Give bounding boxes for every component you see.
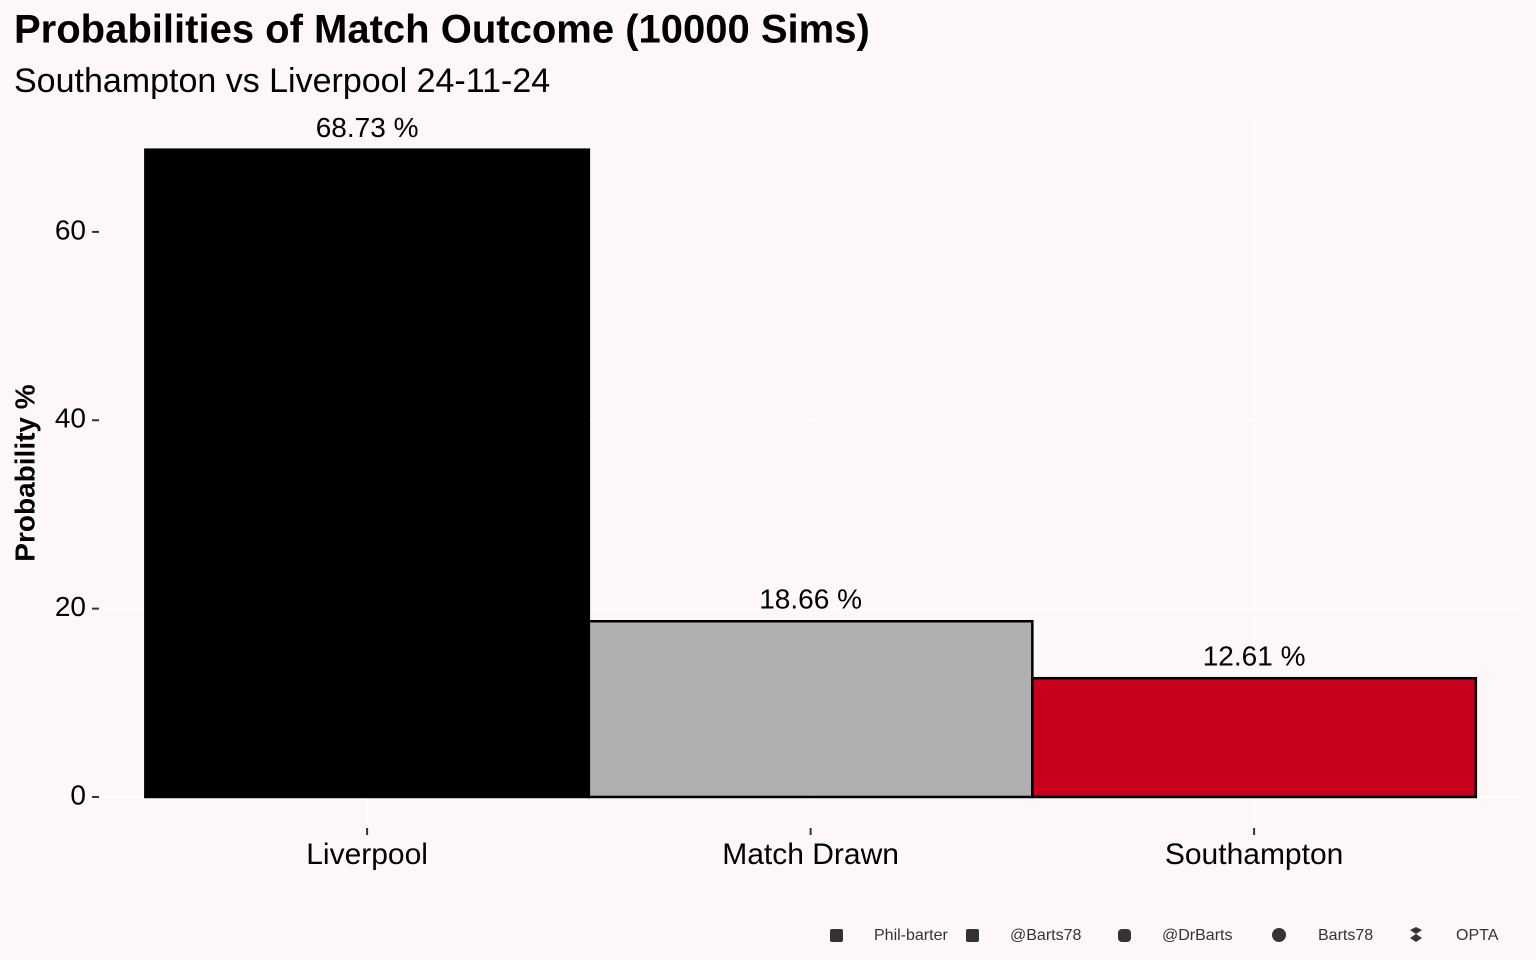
- caption-text: Phil-barter: [874, 927, 948, 944]
- bar: [587, 619, 1034, 799]
- y-tick-label: 0: [70, 779, 86, 810]
- value-label: 12.61 %: [1203, 641, 1306, 672]
- caption-text: Barts78: [1318, 927, 1373, 944]
- x-tick-label: Liverpool: [306, 838, 428, 871]
- x-icon: [966, 929, 979, 942]
- value-label: 18.66 %: [759, 584, 862, 615]
- caption-icons: [830, 927, 1422, 942]
- mastodon-icon: [1118, 929, 1131, 942]
- bar: [144, 148, 591, 799]
- x-tick-label: Match Drawn: [722, 838, 899, 871]
- y-tick-label: 20: [55, 591, 86, 622]
- y-axis-label: Probability %: [9, 384, 40, 561]
- y-tick-label: 60: [55, 214, 86, 245]
- linkedin-icon: [830, 929, 843, 942]
- caption-text: @DrBarts: [1162, 927, 1232, 944]
- github-icon: [1272, 928, 1286, 942]
- x-tick-label: Southampton: [1165, 838, 1343, 871]
- caption-text: OPTA: [1456, 927, 1499, 944]
- chart-title: Probabilities of Match Outcome (10000 Si…: [14, 8, 870, 52]
- chart-subtitle: Southampton vs Liverpool 24-11-24: [14, 62, 550, 100]
- caption-text: @Barts78: [1010, 927, 1081, 944]
- dropbox-icon: [1410, 927, 1422, 942]
- value-label: 68.73 %: [316, 112, 419, 143]
- y-tick-label: 40: [55, 403, 86, 434]
- bar: [1031, 676, 1478, 799]
